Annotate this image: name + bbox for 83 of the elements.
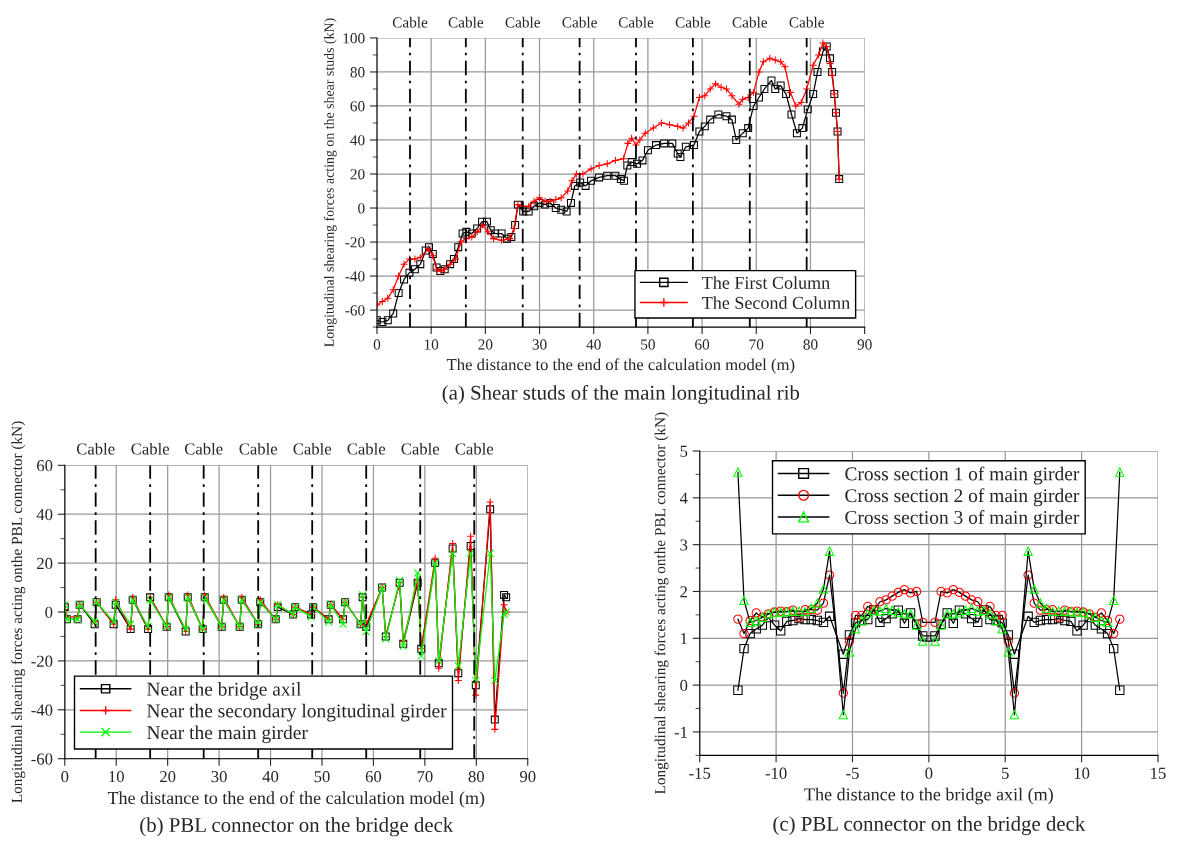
ref-line-label: Cable [562, 16, 597, 28]
y-tick-label: 20 [37, 557, 53, 570]
x-tick-label: 30 [532, 339, 547, 350]
ref-line-label: Cable [401, 442, 440, 455]
x-tick-label: 70 [417, 770, 433, 783]
y-tick-label: 60 [350, 101, 365, 112]
legend-label: The First Column [702, 276, 830, 289]
x-tick-label: 5 [1002, 767, 1009, 779]
x-tick-label: 70 [749, 339, 764, 350]
x-tick-label: 15 [1151, 767, 1166, 779]
x-tick-label: 30 [211, 770, 227, 783]
x-tick-label: 10 [1074, 767, 1090, 779]
ref-line-label: Cable [455, 442, 494, 455]
legend-label: Near the bridge axil [147, 682, 302, 700]
text: (b) PBL connector on the bridge deck [140, 817, 454, 837]
x-axis-title: The distance to the end of the calculation model (m) [446, 358, 795, 374]
x-tick-label: 80 [468, 770, 484, 783]
x-tick-label: 90 [857, 339, 872, 350]
x-tick-label: 0 [373, 339, 381, 350]
y-tick-label: 5 [680, 445, 688, 457]
legend-label: Cross section 1 of main girder [845, 466, 1080, 485]
text: (a) Shear studs of the main longitudinal rib [442, 384, 800, 405]
x-tick-label: -15 [689, 767, 711, 779]
ref-line-label: Cable [789, 16, 824, 28]
x-tick-label: 0 [61, 770, 69, 783]
y-tick-label: 4 [679, 492, 688, 504]
x-tick-label: -10 [765, 767, 787, 779]
y-tick-label: 80 [350, 67, 365, 78]
x-tick-label: 50 [641, 339, 655, 350]
y-tick-label: -40 [345, 271, 365, 282]
ref-line-label: Cable [239, 442, 278, 455]
legend-label: The Second Column [702, 296, 850, 309]
ref-line-label: Cable [448, 16, 484, 28]
y-tick-label: 60 [37, 460, 53, 472]
y-axis-title: Longitudinal shearing forces acting onthe PBL connector (kN) [654, 412, 669, 794]
x-tick-label: 60 [365, 770, 382, 783]
x-tick-label: 40 [262, 770, 279, 783]
x-tick-label: 20 [478, 339, 493, 350]
ref-line-label: Cable [293, 442, 332, 455]
x-tick-label: 50 [314, 770, 330, 783]
x-tick-label: 20 [160, 770, 176, 783]
legend-label: Near the main girder [147, 725, 308, 744]
y-axis-title: Longitudinal shearing forces acting on the shear studs (kN) [323, 18, 337, 347]
x-axis-title: The distance to the end of the calculation model (m) [107, 791, 485, 808]
ref-line-label: Cable [618, 16, 654, 28]
y-axis-title: Longitudinal shearing forces acting onthe PBL connector (kN) [11, 421, 26, 803]
y-tick-label: 0 [45, 606, 53, 618]
y-tick-label: 0 [358, 203, 365, 214]
x-tick-label: 60 [695, 339, 710, 350]
y-tick-label: 1 [681, 633, 687, 645]
ref-line-label: Cable [392, 16, 428, 28]
x-tick-label: 40 [586, 339, 601, 350]
x-axis-title: The distance to the bridge axil (m) [804, 787, 1053, 805]
legend-label: Cross section 2 of main girder [845, 488, 1080, 507]
ref-line-label: Cable [76, 442, 115, 455]
y-tick-label: 20 [350, 169, 365, 180]
y-tick-label: 0 [680, 679, 688, 692]
text: (c) PBL connector on the bridge deck [773, 816, 1086, 836]
x-tick-label: 10 [109, 770, 124, 783]
x-tick-label: 10 [424, 339, 439, 350]
ref-line-label: Cable [505, 16, 541, 28]
legend-label: Near the secondary longitudinal girder [147, 703, 447, 722]
y-tick-label: -60 [345, 305, 365, 316]
y-tick-label: -20 [31, 655, 53, 667]
y-tick-label: 40 [350, 135, 365, 146]
x-tick-label: 90 [519, 770, 536, 783]
x-tick-label: 80 [803, 339, 818, 350]
x-tick-label: 0 [925, 767, 933, 779]
y-tick-label: -1 [674, 726, 687, 738]
x-tick-label: -5 [846, 767, 859, 779]
y-tick-label: -20 [345, 237, 365, 248]
y-tick-label: -40 [31, 704, 53, 716]
ref-line-label: Cable [184, 442, 223, 455]
ref-line-label: Cable [732, 16, 768, 28]
ref-line-label: Cable [347, 442, 386, 455]
ref-line-label: Cable [675, 16, 711, 28]
y-tick-label: 3 [680, 539, 688, 551]
y-tick-label: 100 [343, 33, 365, 44]
legend-label: Cross section 3 of main girder [845, 510, 1080, 528]
y-tick-label: 2 [680, 586, 688, 598]
y-tick-label: -60 [31, 753, 53, 765]
ref-line-label: Cable [131, 442, 170, 455]
y-tick-label: 40 [36, 508, 53, 521]
